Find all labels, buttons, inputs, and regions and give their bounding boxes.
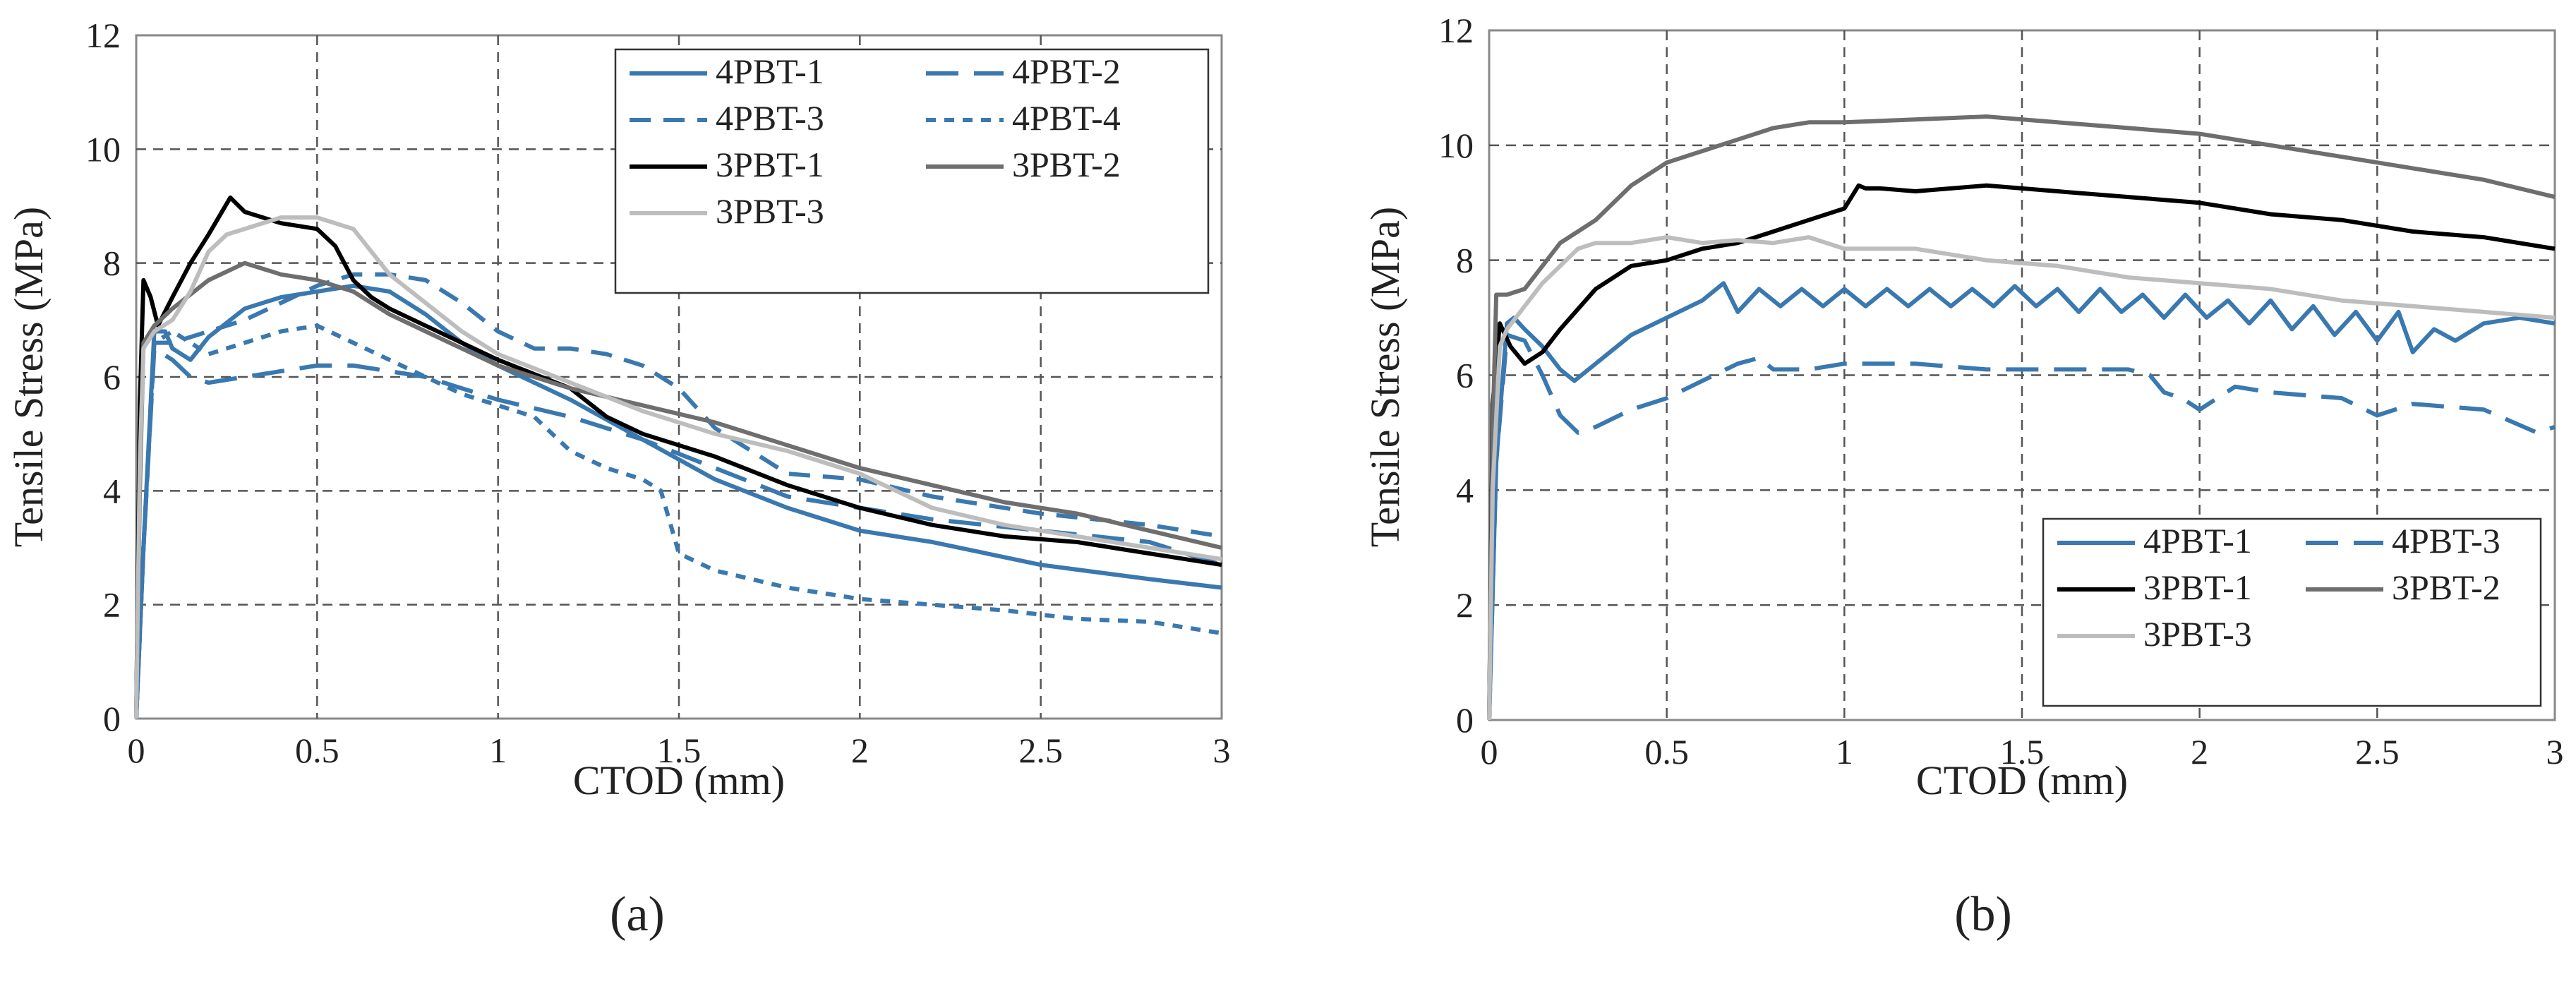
legend-label-3pbt-3: 3PBT-3 bbox=[2143, 614, 2252, 654]
x-tick-label: 3 bbox=[1213, 731, 1231, 770]
chart-panel-a: 0 0.5 1 1.5 2 2.5 3 0 2 4 6 8 10 12 CTOD (mm) Tensile… bbox=[6, 16, 1231, 942]
legend-label-3pbt-1: 3PBT-1 bbox=[716, 145, 824, 184]
x-tick-label: 1.5 bbox=[657, 731, 702, 770]
y-tick-label: 6 bbox=[103, 357, 121, 397]
chart-panel-b: 0 0.5 1 1.5 2 2.5 3 0 2 4 6 8 10 12 CTOD (mm) Tensile… bbox=[1362, 11, 2564, 942]
y-tick-label: 12 bbox=[1438, 11, 1474, 50]
series-line-4pbt-3 bbox=[134, 272, 1222, 719]
y-tick-label: 0 bbox=[103, 699, 121, 738]
legend-label-4pbt-2: 4PBT-2 bbox=[1012, 52, 1121, 91]
series-line-4pbt-3 bbox=[1487, 332, 2556, 721]
x-tick-label: 1.5 bbox=[2000, 732, 2045, 772]
x-tick-label: 2.5 bbox=[2355, 732, 2400, 772]
y-axis-label-a: Tensile Stress (MPa) bbox=[6, 207, 52, 547]
x-axis-label-a: CTOD (mm) bbox=[573, 757, 785, 803]
y-axis-label-b: Tensile Stress (MPa) bbox=[1362, 207, 1408, 547]
y-tick-label: 4 bbox=[103, 471, 121, 510]
legend-label-4pbt-1: 4PBT-1 bbox=[716, 52, 824, 91]
legend-label-3pbt-2: 3PBT-2 bbox=[1012, 145, 1121, 184]
y-tick-label: 10 bbox=[1438, 126, 1474, 165]
legend-box bbox=[614, 48, 1210, 294]
x-tick-label: 3 bbox=[2546, 732, 2564, 772]
series-group-b bbox=[1487, 114, 2556, 721]
legend-label-4pbt-3: 4PBT-3 bbox=[2392, 521, 2500, 560]
legend-box bbox=[2042, 517, 2542, 707]
panel-label-b: (b) bbox=[1954, 887, 2012, 942]
x-tick-label: 0.5 bbox=[1644, 732, 1689, 772]
series-line-3pbt-1 bbox=[1487, 183, 2556, 721]
panel-label-a: (a) bbox=[610, 887, 665, 942]
series-line-3pbt-1 bbox=[134, 195, 1222, 719]
y-tick-label: 10 bbox=[85, 129, 121, 169]
y-tick-label: 2 bbox=[1456, 585, 1474, 625]
series-line-3pbt-2 bbox=[134, 260, 1222, 719]
x-tick-label: 2 bbox=[2191, 732, 2208, 772]
legend-label-3pbt-1: 3PBT-1 bbox=[2143, 568, 2252, 607]
series-line-3pbt-2 bbox=[1487, 114, 2556, 721]
y-tick-label: 4 bbox=[1456, 470, 1474, 510]
y-tick-label: 8 bbox=[103, 244, 121, 283]
tick-labels-b: 0 0.5 1 1.5 2 2.5 3 0 2 4 6 8 10 12 bbox=[1438, 11, 2564, 772]
x-tick-label: 1 bbox=[489, 731, 507, 770]
x-tick-label: 0 bbox=[1481, 732, 1498, 772]
legend-label-4pbt-3: 4PBT-3 bbox=[716, 98, 824, 138]
y-tick-label: 6 bbox=[1456, 356, 1474, 395]
y-tick-label: 0 bbox=[1456, 700, 1474, 740]
y-tick-label: 2 bbox=[103, 585, 121, 625]
x-tick-label: 0 bbox=[128, 731, 145, 770]
series-line-4pbt-1 bbox=[134, 283, 1222, 719]
y-tick-label: 8 bbox=[1456, 241, 1474, 280]
legend-a: 4PBT-1 4PBT-2 4PBT-3 4PBT-4 3PBT-1 3PBT-2 3PBT… bbox=[614, 48, 1210, 294]
series-line-3pbt-3 bbox=[1487, 235, 2556, 721]
y-tick-label: 12 bbox=[85, 16, 121, 55]
x-tick-label: 1 bbox=[1836, 732, 1853, 772]
x-tick-label: 2.5 bbox=[1018, 731, 1063, 770]
legend-label-4pbt-4: 4PBT-4 bbox=[1012, 98, 1121, 138]
x-axis-label-b: CTOD (mm) bbox=[1916, 757, 2128, 803]
legend-b: 4PBT-1 4PBT-3 3PBT-1 3PBT-2 3PBT-3 bbox=[2042, 517, 2542, 707]
legend-label-3pbt-2: 3PBT-2 bbox=[2392, 568, 2500, 607]
series-line-4pbt-4 bbox=[134, 323, 1222, 719]
x-tick-label: 0.5 bbox=[295, 731, 339, 770]
tick-labels-a: 0 0.5 1 1.5 2 2.5 3 0 2 4 6 8 10 12 bbox=[85, 16, 1231, 770]
legend-label-4pbt-1: 4PBT-1 bbox=[2143, 521, 2252, 560]
series-line-4pbt-1 bbox=[1487, 281, 2556, 721]
x-tick-label: 2 bbox=[851, 731, 869, 770]
legend-label-3pbt-3: 3PBT-3 bbox=[716, 191, 824, 231]
series-line-3pbt-3 bbox=[134, 215, 1222, 719]
series-group-a bbox=[134, 195, 1222, 719]
